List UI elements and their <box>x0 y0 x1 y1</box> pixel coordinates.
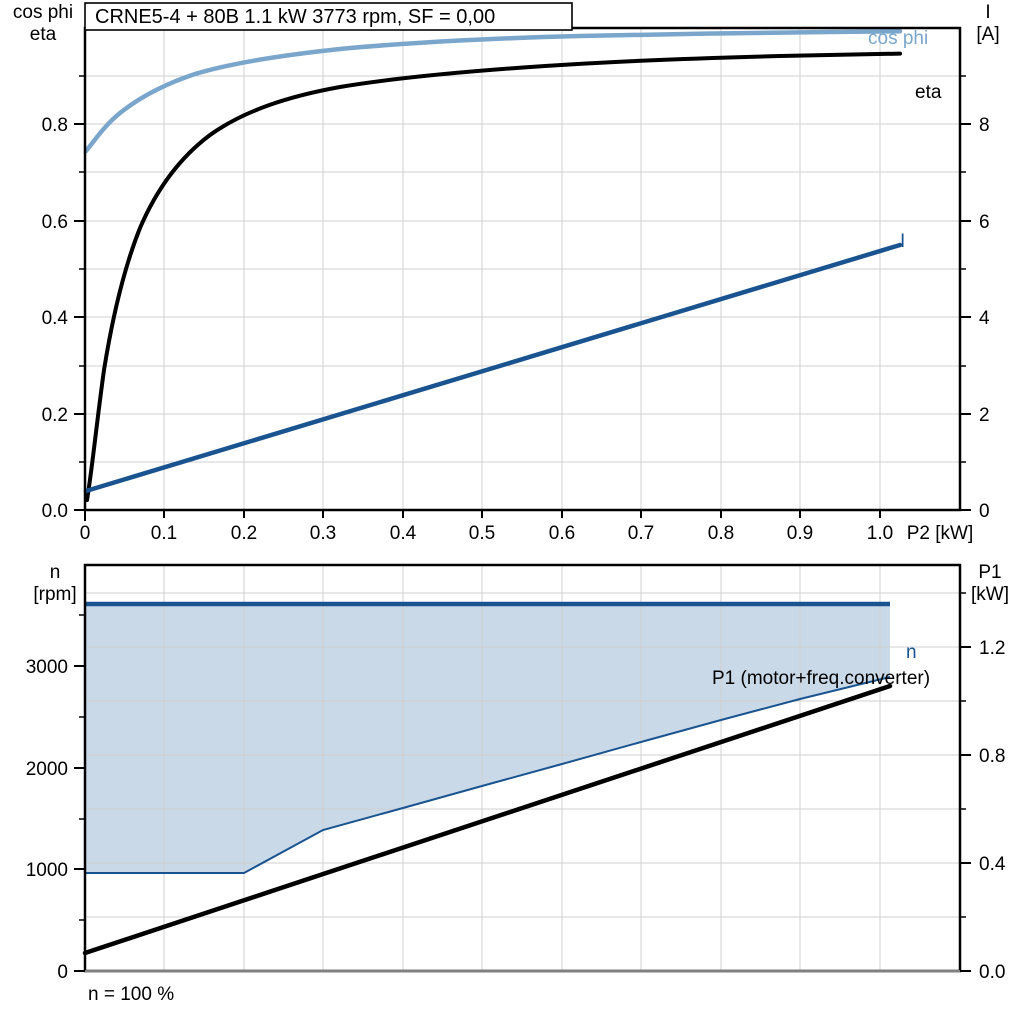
top-chart: CRNE5-4 + 80B 1.1 kW 3773 rpm, SF = 0,00… <box>13 2 1000 544</box>
label-eta: eta <box>915 82 942 103</box>
label-p1: P1 (motor+freq.converter) <box>712 668 930 689</box>
bottom-chart: n [rpm] P1 [kW] 0 1000 2000 3000 <box>26 562 1009 1005</box>
bottom-right-tick-0: 0.0 <box>979 962 1005 983</box>
curve-speed-min <box>85 676 891 874</box>
top-left-tick-1: 0.2 <box>42 405 68 426</box>
bottom-right-ticks: 0.0 0.4 0.8 1.2 <box>960 592 1006 983</box>
top-x-tick-7: 0.7 <box>628 523 654 544</box>
label-current: I <box>900 231 905 252</box>
top-right-tick-0: 0 <box>979 501 990 522</box>
bottom-right-tick-3: 1.2 <box>979 638 1005 659</box>
top-left-axis-title-2: eta <box>30 24 57 45</box>
top-x-tick-2: 0.2 <box>231 523 257 544</box>
top-right-tick-2: 4 <box>979 308 990 329</box>
bottom-left-tick-1: 1000 <box>26 860 68 881</box>
top-x-tick-0: 0 <box>80 523 91 544</box>
top-x-axis-title: P2 [kW] <box>907 523 974 544</box>
curve-p1 <box>82 683 893 956</box>
top-left-ticks: 0.0 0.2 0.4 0.6 0.8 <box>42 75 85 522</box>
top-x-tick-9: 0.9 <box>787 523 813 544</box>
bottom-right-tick-1: 0.4 <box>979 854 1006 875</box>
bottom-right-axis-title-2: [kW] <box>971 584 1009 605</box>
top-x-tick-4: 0.4 <box>390 523 417 544</box>
label-speed: n <box>906 642 917 663</box>
chart-title: CRNE5-4 + 80B 1.1 kW 3773 rpm, SF = 0,00 <box>95 6 495 28</box>
top-left-tick-0: 0.0 <box>42 501 68 522</box>
top-x-tick-6: 0.6 <box>549 523 575 544</box>
title-box <box>84 2 573 31</box>
top-x-tick-10: 1.0 <box>867 523 893 544</box>
top-x-tick-5: 0.5 <box>469 523 495 544</box>
top-right-tick-3: 6 <box>979 212 990 233</box>
bottom-left-tick-0: 0 <box>57 962 68 983</box>
bottom-right-axis-title-1: P1 <box>978 562 1001 583</box>
speed-range-band <box>85 604 890 873</box>
top-left-axis-title-1: cos phi <box>13 2 73 23</box>
bottom-left-ticks: 0 1000 2000 3000 <box>26 614 85 983</box>
top-left-tick-2: 0.4 <box>42 308 69 329</box>
bottom-left-tick-2: 2000 <box>26 759 68 780</box>
curve-eta <box>85 51 902 502</box>
top-right-tick-4: 8 <box>979 115 990 136</box>
top-right-axis-title-2: [A] <box>976 24 999 45</box>
bottom-left-axis-title-2: [rpm] <box>33 584 76 605</box>
bottom-left-tick-3: 3000 <box>26 657 68 678</box>
top-left-tick-3: 0.6 <box>42 212 68 233</box>
top-x-tick-3: 0.3 <box>310 523 336 544</box>
footer-note: n = 100 % <box>88 984 174 1005</box>
bottom-grid-vertical <box>84 565 881 971</box>
top-right-ticks: 0 2 4 6 8 <box>960 75 990 522</box>
label-cos-phi: cos phi <box>868 28 928 49</box>
bottom-right-tick-2: 0.8 <box>979 746 1005 767</box>
top-left-tick-4: 0.8 <box>42 115 68 136</box>
top-x-tick-1: 0.1 <box>151 523 177 544</box>
top-right-axis-title-1: I <box>985 2 990 23</box>
top-x-tick-8: 0.8 <box>708 523 734 544</box>
top-x-ticks: 0 0.1 0.2 0.3 0.4 0.5 0.6 0.7 0.8 0.9 1.… <box>80 510 974 544</box>
bottom-left-axis-title-1: n <box>50 562 61 583</box>
top-right-tick-1: 2 <box>979 405 990 426</box>
curve-cos-phi <box>83 28 903 154</box>
curve-current <box>83 242 903 494</box>
